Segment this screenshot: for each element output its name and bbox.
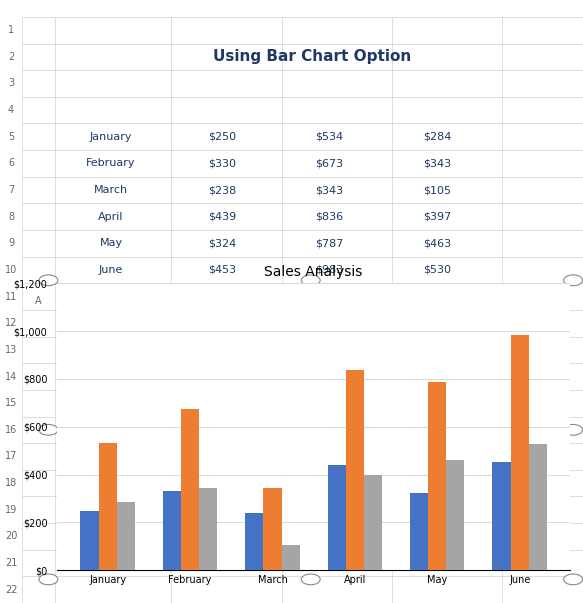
Circle shape (39, 574, 58, 585)
Text: May: May (100, 238, 122, 248)
Bar (364, 475, 382, 570)
Text: A: A (35, 297, 41, 306)
Bar (163, 491, 181, 570)
Text: $343: $343 (315, 185, 344, 195)
Text: E: E (434, 297, 441, 306)
Bar (493, 462, 511, 570)
Text: $787: $787 (315, 238, 344, 248)
Bar (410, 493, 428, 570)
Text: F: F (528, 297, 533, 306)
Text: 11: 11 (5, 292, 17, 302)
Bar (428, 382, 447, 570)
Text: B: B (108, 297, 114, 306)
Circle shape (564, 275, 582, 286)
Circle shape (564, 425, 582, 435)
Text: Month: Month (90, 104, 132, 116)
Text: April: April (99, 212, 124, 222)
Circle shape (39, 425, 58, 435)
Text: Sales: Sales (312, 104, 347, 116)
Text: $439: $439 (208, 212, 236, 222)
Text: $343: $343 (423, 159, 452, 168)
Text: 20: 20 (5, 531, 17, 541)
Text: $983: $983 (315, 265, 344, 275)
Text: February: February (86, 159, 136, 168)
Bar (181, 409, 199, 570)
Bar (447, 459, 465, 570)
Text: $324: $324 (208, 238, 236, 248)
Bar (264, 488, 282, 570)
Text: C: C (219, 297, 225, 306)
Text: 4: 4 (8, 105, 14, 115)
Text: March: March (94, 185, 128, 195)
Bar (282, 545, 300, 570)
Legend: Cost, Sales, Profit: Cost, Sales, Profit (244, 601, 383, 603)
Text: June: June (99, 265, 123, 275)
Title: Sales Analysis: Sales Analysis (265, 265, 363, 279)
Text: Using Bar Chart Option: Using Bar Chart Option (213, 49, 412, 65)
Text: 8: 8 (8, 212, 14, 222)
Text: $836: $836 (315, 212, 344, 222)
Text: 9: 9 (8, 238, 14, 248)
Bar (99, 443, 117, 570)
Text: 5: 5 (8, 132, 14, 142)
Text: $453: $453 (208, 265, 236, 275)
Text: $530: $530 (423, 265, 452, 275)
Bar (346, 370, 364, 570)
Text: D: D (326, 297, 333, 306)
Text: January: January (90, 132, 132, 142)
Text: 10: 10 (5, 265, 17, 275)
Bar (328, 466, 346, 570)
Text: 15: 15 (5, 398, 17, 408)
Text: Profit: Profit (419, 104, 456, 116)
Bar (80, 511, 99, 570)
Text: $534: $534 (315, 132, 344, 142)
Circle shape (39, 275, 58, 286)
Text: $105: $105 (423, 185, 452, 195)
Text: 3: 3 (8, 78, 14, 89)
Text: $463: $463 (423, 238, 452, 248)
Text: 12: 12 (5, 318, 17, 328)
Text: 22: 22 (5, 585, 17, 595)
Text: 18: 18 (5, 478, 17, 488)
Text: 17: 17 (5, 452, 17, 461)
Text: 1: 1 (8, 25, 14, 35)
Text: $397: $397 (423, 212, 452, 222)
Bar (529, 444, 547, 570)
Text: 7: 7 (8, 185, 14, 195)
Text: 13: 13 (5, 345, 17, 355)
Bar (199, 488, 217, 570)
Text: $330: $330 (208, 159, 236, 168)
Text: 16: 16 (5, 425, 17, 435)
Text: 6: 6 (8, 159, 14, 168)
Text: $250: $250 (208, 132, 236, 142)
Bar (245, 513, 264, 570)
Text: 14: 14 (5, 371, 17, 382)
Text: 19: 19 (5, 505, 17, 515)
Circle shape (564, 574, 582, 585)
Text: $238: $238 (208, 185, 236, 195)
Text: $284: $284 (423, 132, 452, 142)
Text: $673: $673 (315, 159, 344, 168)
Bar (117, 502, 135, 570)
Text: 21: 21 (5, 558, 17, 568)
Circle shape (301, 275, 320, 286)
Bar (511, 335, 529, 570)
Text: 2: 2 (8, 52, 14, 62)
Text: Cost: Cost (207, 104, 237, 116)
Circle shape (301, 574, 320, 585)
